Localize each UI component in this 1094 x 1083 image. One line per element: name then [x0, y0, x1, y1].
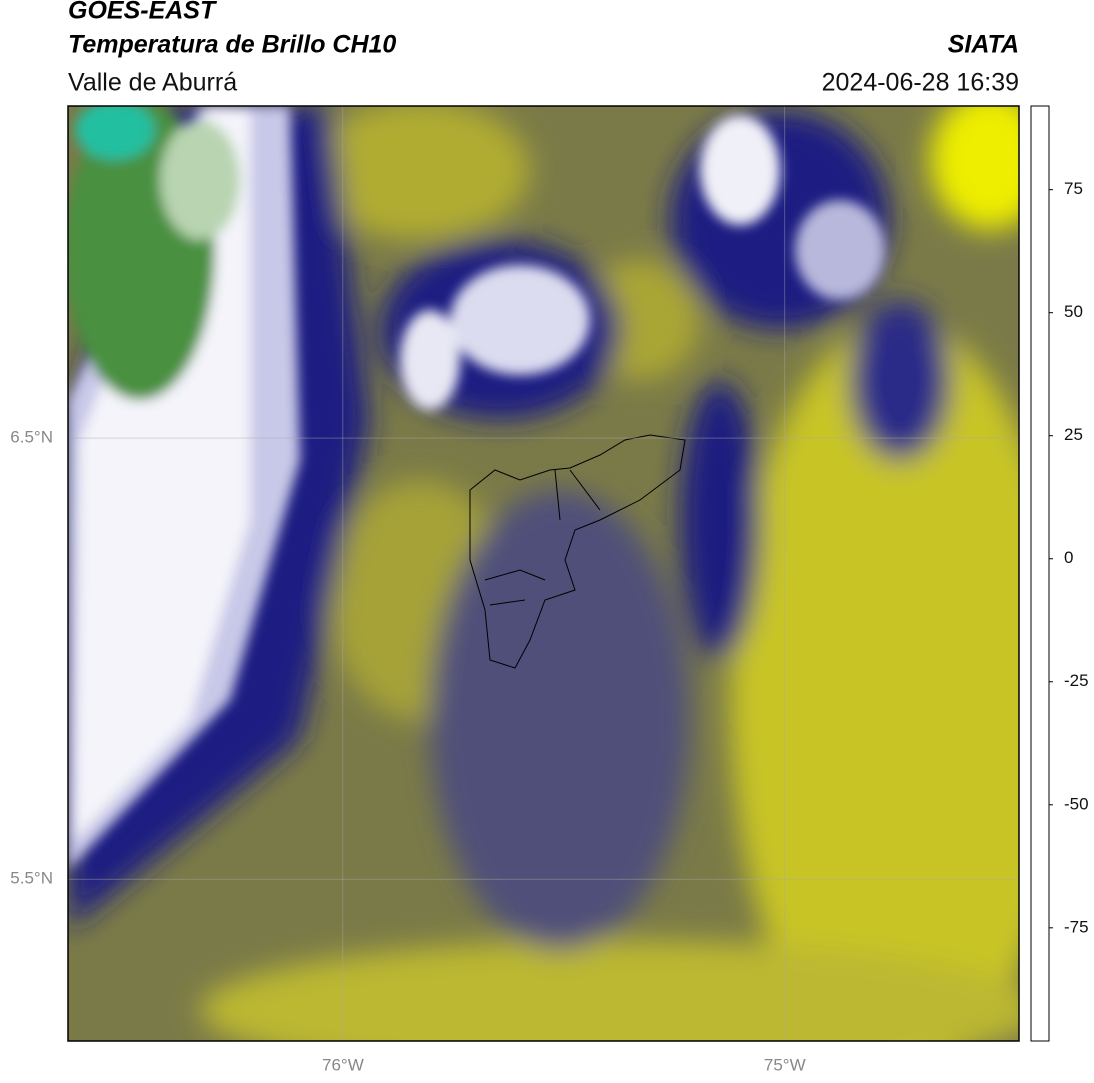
colorbar-tick-label: -25 [1064, 671, 1089, 690]
colorbar-tick-label: 25 [1064, 425, 1083, 444]
satellite-title: GOES-EAST [68, 0, 218, 25]
x-tick-label: 76°W [322, 1055, 364, 1074]
municipal-boundaries [469, 434, 686, 669]
colorbar-tick-label: -50 [1064, 794, 1089, 813]
map-frame [67, 105, 1020, 1042]
datetime: 2024-06-28 16:39 [822, 69, 1019, 97]
colorbar-tick-label: 0 [1064, 548, 1073, 567]
region: Valle de Aburrá [68, 69, 237, 97]
colorbar-tick-label: -75 [1064, 917, 1089, 936]
y-tick-label: 6.5°N [10, 428, 53, 447]
x-tick-label: 75°W [764, 1055, 806, 1074]
colorbar-tick-label: 50 [1064, 302, 1083, 321]
colorbar [1030, 105, 1050, 1042]
y-tick-label: 5.5°N [10, 869, 53, 888]
source: SIATA [948, 31, 1019, 59]
product-title: Temperatura de Brillo CH10 [68, 31, 396, 59]
satellite-image [68, 106, 1019, 1041]
colorbar-tick-label: 75 [1064, 179, 1083, 198]
